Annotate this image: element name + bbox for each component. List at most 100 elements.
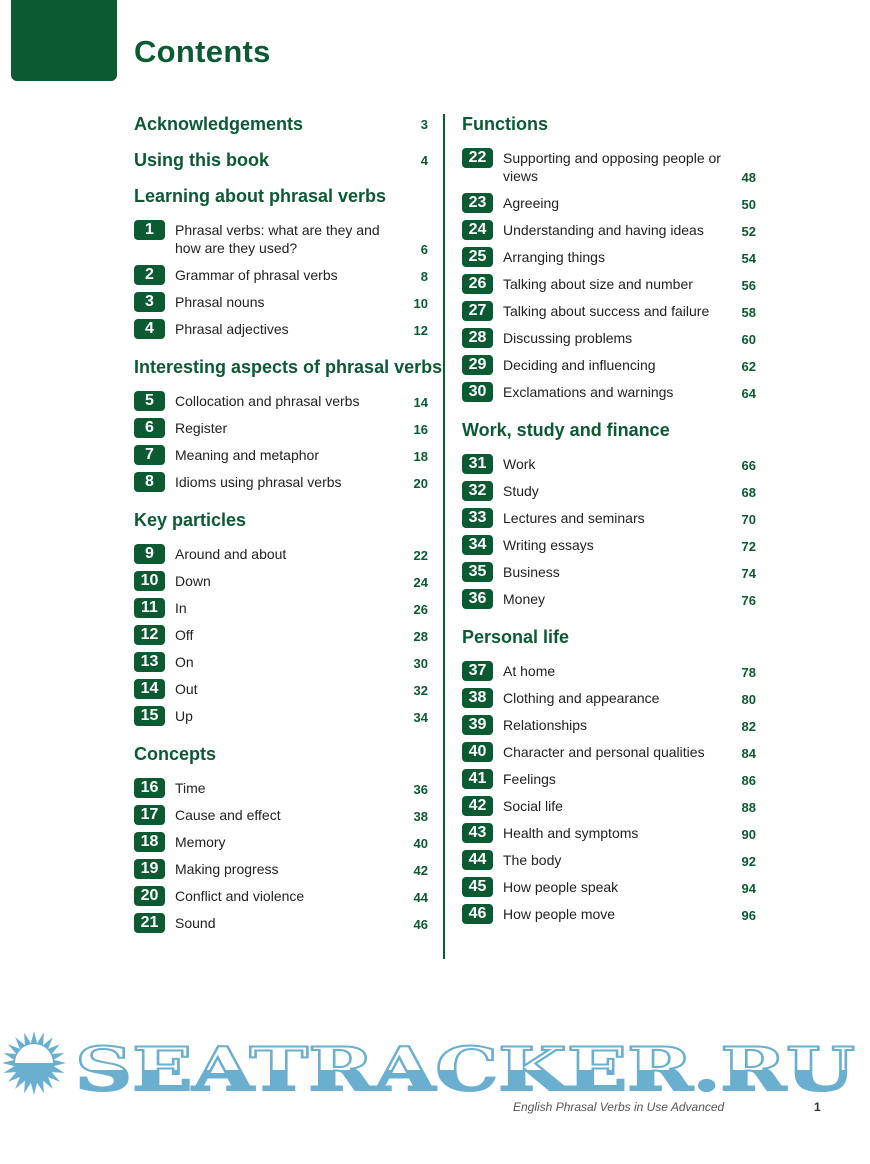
section-heading[interactable]: Concepts bbox=[134, 736, 430, 772]
unit-entry[interactable]: 43 Health and symptoms 90 bbox=[462, 820, 758, 847]
unit-entry[interactable]: 33 Lectures and seminars 70 bbox=[462, 505, 758, 532]
unit-entry[interactable]: 26 Talking about size and number 56 bbox=[462, 271, 758, 298]
unit-entry[interactable]: 30 Exclamations and warnings 64 bbox=[462, 379, 758, 406]
unit-entry[interactable]: 6 Register 16 bbox=[134, 415, 430, 442]
unit-number-badge: 16 bbox=[134, 778, 165, 798]
unit-number-badge: 32 bbox=[462, 481, 493, 501]
unit-entry[interactable]: 17 Cause and effect 38 bbox=[134, 802, 430, 829]
unit-entry[interactable]: 38 Clothing and appearance 80 bbox=[462, 685, 758, 712]
unit-title: Discussing problems bbox=[503, 330, 633, 346]
unit-number-badge: 33 bbox=[462, 508, 493, 528]
section-heading[interactable]: Personal life bbox=[462, 619, 758, 655]
page-number: 62 bbox=[741, 359, 756, 374]
unit-entry[interactable]: 45 How people speak 94 bbox=[462, 874, 758, 901]
section-heading[interactable]: Learning about phrasal verbs bbox=[134, 178, 430, 214]
unit-number-badge: 38 bbox=[462, 688, 493, 708]
unit-entry[interactable]: 20 Conflict and violence 44 bbox=[134, 883, 430, 910]
unit-number-badge: 1 bbox=[134, 220, 165, 240]
unit-entry[interactable]: 35 Business 74 bbox=[462, 559, 758, 586]
unit-entry[interactable]: 34 Writing essays 72 bbox=[462, 532, 758, 559]
unit-entry[interactable]: 4 Phrasal adjectives 12 bbox=[134, 316, 430, 343]
column-divider bbox=[443, 114, 445, 959]
unit-number-badge: 30 bbox=[462, 382, 493, 402]
page-number: 12 bbox=[413, 323, 428, 338]
unit-entry[interactable]: 1 Phrasal verbs: what are they and how ar… bbox=[134, 217, 430, 262]
unit-entry[interactable]: 40 Character and personal qualities 84 bbox=[462, 739, 758, 766]
unit-entry[interactable]: 15 Up 34 bbox=[134, 703, 430, 730]
unit-number-badge: 14 bbox=[134, 679, 165, 699]
unit-entry[interactable]: 24 Understanding and having ideas 52 bbox=[462, 217, 758, 244]
page-number: 54 bbox=[741, 251, 756, 266]
section-heading[interactable]: Functions bbox=[462, 106, 758, 142]
unit-entry[interactable]: 39 Relationships 82 bbox=[462, 712, 758, 739]
unit-number-badge: 5 bbox=[134, 391, 165, 411]
unit-title: How people speak bbox=[503, 879, 619, 895]
section-heading[interactable]: Using this book 4 bbox=[134, 142, 430, 178]
unit-number-badge: 27 bbox=[462, 301, 493, 321]
unit-title: Register bbox=[175, 420, 228, 436]
page-number: 8 bbox=[420, 269, 428, 284]
unit-entry[interactable]: 2 Grammar of phrasal verbs 8 bbox=[134, 262, 430, 289]
unit-entry[interactable]: 11 In 26 bbox=[134, 595, 430, 622]
unit-entry[interactable]: 8 Idioms using phrasal verbs 20 bbox=[134, 469, 430, 496]
unit-title: Writing essays bbox=[503, 537, 594, 553]
unit-entry[interactable]: 32 Study 68 bbox=[462, 478, 758, 505]
unit-number-badge: 36 bbox=[462, 589, 493, 609]
unit-entry[interactable]: 12 Off 28 bbox=[134, 622, 430, 649]
unit-entry[interactable]: 16 Time 36 bbox=[134, 775, 430, 802]
unit-entry[interactable]: 9 Around and about 22 bbox=[134, 541, 430, 568]
unit-entry[interactable]: 25 Arranging things 54 bbox=[462, 244, 758, 271]
section-heading[interactable]: Interesting aspects of phrasal verbs bbox=[134, 349, 442, 385]
unit-title: Sound bbox=[175, 915, 216, 931]
unit-number-badge: 44 bbox=[462, 850, 493, 870]
unit-number-badge: 12 bbox=[134, 625, 165, 645]
unit-entry[interactable]: 41 Feelings 86 bbox=[462, 766, 758, 793]
unit-entry[interactable]: 19 Making progress 42 bbox=[134, 856, 430, 883]
page-number: 74 bbox=[741, 566, 756, 581]
unit-entry[interactable]: 27 Talking about success and failure 58 bbox=[462, 298, 758, 325]
page-number: 68 bbox=[741, 485, 756, 500]
unit-entry[interactable]: 13 On 30 bbox=[134, 649, 430, 676]
page-number: 40 bbox=[413, 836, 428, 851]
unit-entry[interactable]: 14 Out 32 bbox=[134, 676, 430, 703]
unit-entry[interactable]: 42 Social life 88 bbox=[462, 793, 758, 820]
unit-title: At home bbox=[503, 663, 556, 679]
unit-entry[interactable]: 21 Sound 46 bbox=[134, 910, 430, 937]
unit-entry[interactable]: 18 Memory 40 bbox=[134, 829, 430, 856]
unit-entry[interactable]: 29 Deciding and influencing 62 bbox=[462, 352, 758, 379]
unit-entry[interactable]: 28 Discussing problems 60 bbox=[462, 325, 758, 352]
unit-entry[interactable]: 5 Collocation and phrasal verbs 14 bbox=[134, 388, 430, 415]
section-heading[interactable]: Work, study and finance bbox=[462, 412, 758, 448]
section-heading[interactable]: Key particles bbox=[134, 502, 430, 538]
section-heading[interactable]: Acknowledgements 3 bbox=[134, 106, 430, 142]
unit-number-badge: 7 bbox=[134, 445, 165, 465]
unit-entry[interactable]: 31 Work 66 bbox=[462, 451, 758, 478]
unit-title: Feelings bbox=[503, 771, 556, 787]
unit-entry[interactable]: 7 Meaning and metaphor 18 bbox=[134, 442, 430, 469]
unit-number-badge: 9 bbox=[134, 544, 165, 564]
unit-title: How people move bbox=[503, 906, 616, 922]
page-number: 22 bbox=[413, 548, 428, 563]
unit-entry[interactable]: 36 Money 76 bbox=[462, 586, 758, 613]
section-heading-label: Learning about phrasal verbs bbox=[134, 185, 387, 206]
unit-entry[interactable]: 3 Phrasal nouns 10 bbox=[134, 289, 430, 316]
unit-number-badge: 39 bbox=[462, 715, 493, 735]
contents-left-column: Acknowledgements 3 Using this book 4 Learnin… bbox=[134, 106, 442, 937]
unit-entry[interactable]: 10 Down 24 bbox=[134, 568, 430, 595]
footer-book-title: English Phrasal Verbs in Use Advanced bbox=[513, 1100, 725, 1114]
unit-number-badge: 2 bbox=[134, 265, 165, 285]
unit-entry[interactable]: 22 Supporting and opposing people or view… bbox=[462, 145, 758, 190]
page-number: 94 bbox=[741, 881, 756, 896]
section-heading-label: Personal life bbox=[462, 626, 570, 647]
section-heading-label: Interesting aspects of phrasal verbs bbox=[134, 356, 443, 377]
unit-entry[interactable]: 44 The body 92 bbox=[462, 847, 758, 874]
unit-number-badge: 42 bbox=[462, 796, 493, 816]
unit-title: Talking about size and number bbox=[503, 276, 693, 292]
page-number: 6 bbox=[420, 242, 428, 257]
unit-entry[interactable]: 37 At home 78 bbox=[462, 658, 758, 685]
unit-entry[interactable]: 46 How people move 96 bbox=[462, 901, 758, 928]
unit-entry[interactable]: 23 Agreeing 50 bbox=[462, 190, 758, 217]
page-number: 30 bbox=[413, 656, 428, 671]
page-number: 52 bbox=[741, 224, 756, 239]
page-number: 34 bbox=[413, 710, 428, 725]
